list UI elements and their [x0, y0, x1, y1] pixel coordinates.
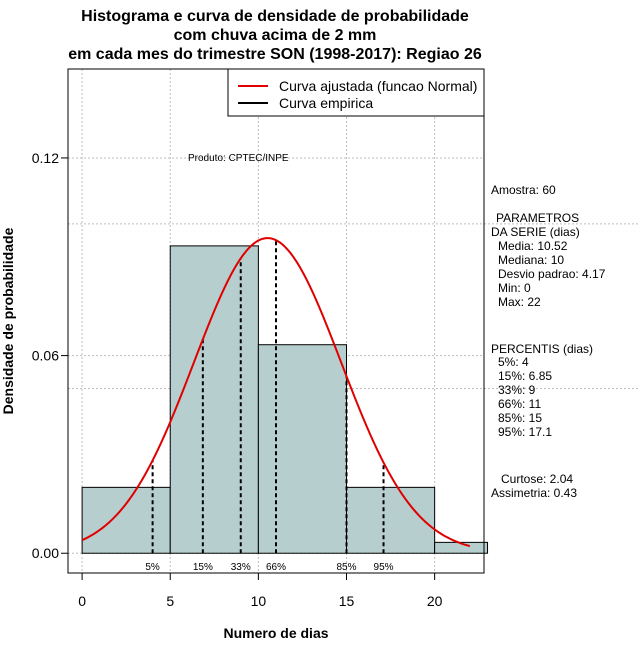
params-title: PARAMETROS — [496, 211, 579, 225]
skewness: Assimetria: 0.43 — [491, 486, 577, 500]
percentile-label-15%: 15% — [193, 562, 213, 573]
legend-label-normal: Curva ajustada (funcao Normal) — [279, 78, 477, 94]
chart-title-line-2: com chuva acima de 2 mm — [174, 27, 377, 44]
chart-title-line-3: em cada mes do trimestre SON (1998-2017)… — [68, 46, 482, 63]
y-tick-label-0: 0.00 — [32, 545, 59, 561]
y-tick-label-1: 0.06 — [32, 348, 59, 364]
percentile-label-5%: 5% — [145, 562, 160, 573]
stat-mean: Media: 10.52 — [498, 239, 568, 253]
legend-box — [227, 68, 485, 117]
percentile-label-66%: 66% — [266, 562, 286, 573]
histogram-bar-1 — [169, 245, 259, 554]
y-axis-title: Densidade de probabilidade — [0, 227, 16, 414]
x-tick-label-4: 20 — [427, 593, 443, 609]
percentile-lines: 5% 15% 33% 66% 85% 95% — [145, 240, 394, 573]
stat-min: Min: 0 — [498, 281, 531, 295]
percentile-label-95%: 95% — [374, 562, 394, 573]
x-tick-label-2: 10 — [251, 593, 267, 609]
percentile-label-33%: 33% — [231, 562, 251, 573]
x-tick-label-1: 5 — [166, 593, 174, 609]
histogram-bar-3 — [346, 486, 436, 554]
x-axis-title: Numero de dias — [223, 625, 328, 641]
y-axis: 0.00 0.06 0.12 — [32, 150, 69, 561]
legend: Curva ajustada (funcao Normal) Curva emp… — [227, 68, 485, 117]
pct-5: 5%: 4 — [498, 355, 529, 369]
side-panel: Amostra: 60 PARAMETROS DA SERIE (dias) M… — [491, 183, 606, 500]
histogram-bar-2 — [257, 344, 348, 554]
x-tick-label-0: 0 — [78, 593, 86, 609]
normal-fit-curve — [81, 237, 471, 548]
percentile-label-85%: 85% — [337, 562, 357, 573]
kurtosis: Curtose: 2.04 — [501, 472, 573, 486]
pct-66: 66%: 11 — [498, 397, 541, 411]
stat-sd: Desvio padrao: 4.17 — [498, 267, 606, 281]
x-axis: 0 5 10 15 20 — [78, 572, 443, 609]
pct-85: 85%: 15 — [498, 411, 542, 425]
histogram-bar-0 — [81, 486, 171, 554]
pct-15: 15%: 6.85 — [498, 369, 552, 383]
histogram-bars — [81, 245, 489, 554]
pct-33: 33%: 9 — [498, 383, 536, 397]
legend-label-empirical: Curva empirica — [279, 95, 373, 111]
params-subtitle: DA SERIE (dias) — [491, 225, 580, 239]
sample-size: Amostra: 60 — [491, 183, 556, 197]
stat-max: Max: 22 — [498, 295, 541, 309]
product-annotation: Produto: CPTEC/INPE — [188, 153, 289, 164]
y-tick-label-2: 0.12 — [32, 150, 59, 166]
stat-median: Mediana: 10 — [498, 253, 564, 267]
x-tick-label-3: 15 — [339, 593, 355, 609]
pct-95: 95%: 17.1 — [498, 425, 552, 439]
chart-title-line-1: Histograma e curva de densidade de proba… — [81, 8, 469, 25]
percentiles-title: PERCENTIS (dias) — [491, 342, 593, 356]
